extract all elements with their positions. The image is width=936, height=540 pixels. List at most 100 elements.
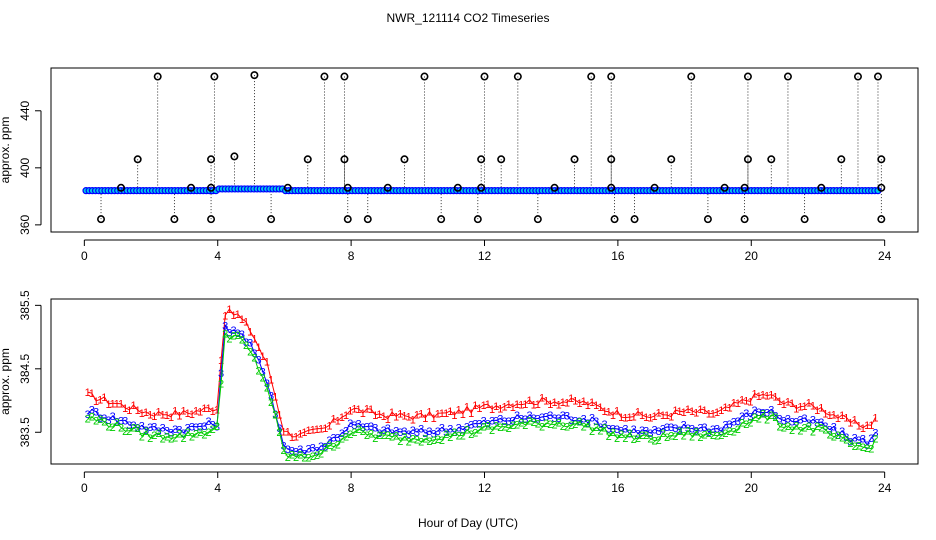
series-marker-3: 3	[122, 415, 128, 427]
series-marker-2: 2	[130, 422, 136, 434]
series-marker-3: 3	[243, 337, 249, 349]
series-marker-2: 2	[868, 444, 874, 456]
series-marker-3: 3	[572, 416, 578, 428]
series-marker-1: 1	[368, 404, 374, 416]
x-tick-label: 20	[745, 249, 759, 263]
series-marker-2: 2	[589, 426, 595, 438]
series-marker-3: 3	[827, 424, 833, 436]
outlier-point	[783, 72, 792, 81]
series-marker-1: 1	[756, 391, 762, 403]
series-marker-2: 2	[472, 428, 478, 440]
series-marker-2: 2	[151, 430, 157, 442]
series-marker-3: 3	[652, 424, 658, 436]
series-marker-2: 2	[393, 430, 399, 442]
series-marker-2: 2	[176, 429, 182, 441]
series-marker-2: 2	[247, 346, 253, 358]
series-marker-3: 3	[356, 419, 362, 431]
series-marker-3: 3	[702, 422, 708, 434]
series-marker-1: 1	[760, 389, 766, 401]
series-marker-1: 1	[193, 406, 199, 418]
series-marker-3: 3	[843, 432, 849, 444]
y-tick-label: 440	[18, 100, 32, 120]
series-marker-1: 1	[239, 314, 245, 326]
series-marker-2: 2	[756, 414, 762, 426]
series-marker-3: 3	[806, 418, 812, 430]
series-marker-2: 2	[164, 432, 170, 444]
series-marker-1: 1	[785, 396, 791, 408]
series-marker-2: 2	[814, 421, 820, 433]
series-marker-2: 2	[831, 432, 837, 444]
series-marker-1: 1	[93, 396, 99, 408]
series-marker-2: 2	[518, 418, 524, 430]
series-marker-2: 2	[331, 442, 337, 454]
x-tick-label: 16	[611, 481, 625, 495]
series-marker-1: 1	[601, 406, 607, 418]
series-marker-2: 2	[772, 412, 778, 424]
series-marker-2: 2	[326, 440, 332, 452]
series-marker-1: 1	[347, 406, 353, 418]
series-marker-2: 2	[506, 423, 512, 435]
series-marker-1: 1	[364, 404, 370, 416]
outlier-point	[343, 215, 352, 224]
series-marker-1: 1	[535, 399, 541, 411]
series-marker-3: 3	[793, 417, 799, 429]
series-marker-2: 2	[493, 421, 499, 433]
series-marker-2: 2	[843, 434, 849, 446]
series-marker-3: 3	[151, 421, 157, 433]
series-marker-1: 1	[802, 401, 808, 413]
series-marker-2: 2	[126, 426, 132, 438]
outlier-point	[767, 155, 776, 164]
x-axis-label: Hour of Day (UTC)	[418, 516, 518, 530]
series-marker-2: 2	[727, 426, 733, 438]
series-marker-1: 1	[597, 402, 603, 414]
series-marker-3: 3	[168, 427, 174, 439]
series-marker-2: 2	[418, 437, 424, 449]
series-marker-1: 1	[722, 402, 728, 414]
outlier-point	[877, 215, 886, 224]
outlier-point	[437, 215, 446, 224]
series-marker-1: 1	[481, 400, 487, 412]
series-marker-2: 2	[281, 445, 287, 457]
series-marker-1: 1	[339, 412, 345, 424]
series-marker-2: 2	[793, 420, 799, 432]
series-marker-1: 1	[476, 403, 482, 415]
series-marker-1: 1	[664, 410, 670, 422]
series-marker-3: 3	[297, 444, 303, 456]
series-marker-2: 2	[368, 429, 374, 441]
series-marker-3: 3	[368, 421, 374, 433]
series-marker-3: 3	[464, 422, 470, 434]
series-marker-3: 3	[472, 419, 478, 431]
series-marker-1: 1	[126, 405, 132, 417]
series-marker-1: 1	[260, 351, 266, 363]
series-marker-2: 2	[451, 427, 457, 439]
series-marker-2: 2	[706, 428, 712, 440]
series-marker-3: 3	[406, 429, 412, 441]
series-marker-1: 1	[118, 399, 124, 411]
series-marker-3: 3	[672, 423, 678, 435]
series-marker-3: 3	[664, 422, 670, 434]
series-marker-3: 3	[564, 411, 570, 423]
series-marker-2: 2	[160, 434, 166, 446]
series-marker-1: 1	[606, 407, 612, 419]
series-marker-2: 2	[226, 334, 232, 346]
series-marker-1: 1	[485, 399, 491, 411]
series-marker-3: 3	[864, 440, 870, 452]
series-marker-2: 2	[635, 433, 641, 445]
outlier-point	[383, 183, 392, 192]
series-marker-2: 2	[672, 431, 678, 443]
series-marker-3: 3	[681, 420, 687, 432]
series-marker-2: 2	[306, 453, 312, 465]
series-marker-2: 2	[802, 423, 808, 435]
series-marker-2: 2	[685, 426, 691, 438]
series-marker-1: 1	[781, 399, 787, 411]
series-marker-2: 2	[147, 433, 153, 445]
series-marker-1: 1	[706, 409, 712, 421]
series-marker-1: 1	[543, 395, 549, 407]
series-marker-2: 2	[656, 435, 662, 447]
series-marker-1: 1	[443, 408, 449, 420]
series-marker-2: 2	[647, 434, 653, 446]
series-marker-2: 2	[231, 331, 237, 343]
outlier-point	[303, 155, 312, 164]
series-marker-1: 1	[276, 409, 282, 421]
series-marker-2: 2	[643, 430, 649, 442]
